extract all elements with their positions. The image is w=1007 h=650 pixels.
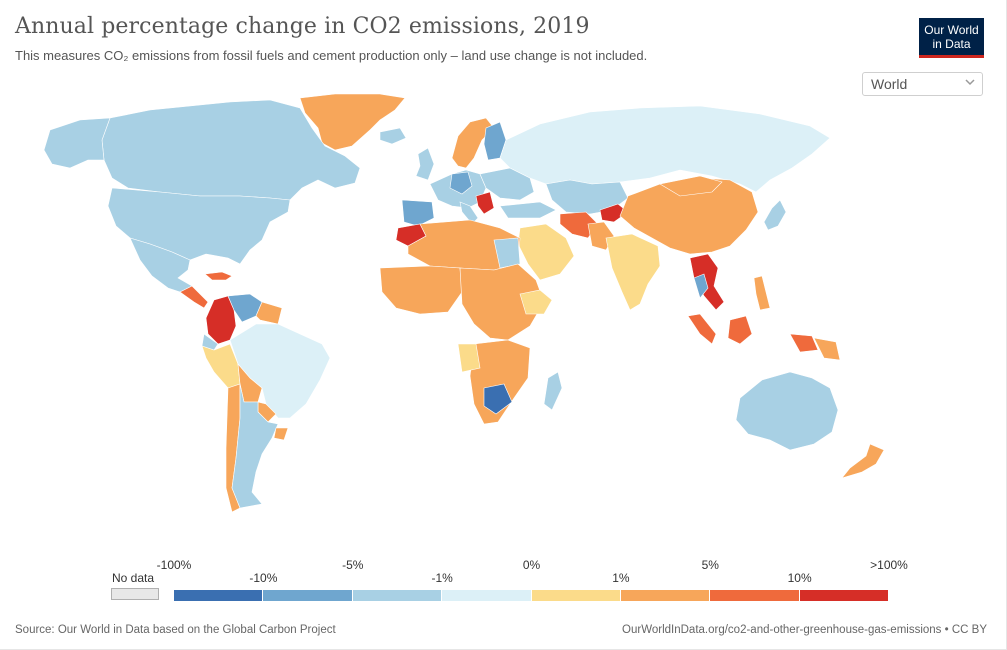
country-new-zealand[interactable] [841, 443, 885, 479]
legend-tick-label: -100% [156, 558, 192, 572]
legend-tick-label: >100% [870, 558, 908, 572]
legend-tick-label: -1% [431, 571, 453, 585]
country-madagascar[interactable] [543, 371, 563, 411]
country-zimbabwe[interactable] [483, 383, 513, 415]
region-guianas[interactable] [255, 301, 283, 325]
country-spain[interactable] [401, 199, 435, 227]
country-indonesia[interactable] [687, 313, 717, 345]
legend-tick-label: -10% [249, 571, 278, 585]
country-argentina[interactable] [231, 383, 279, 509]
legend-bin[interactable] [710, 590, 799, 601]
color-legend: No data -100% -5% 0% 5% >100% -10% -1% 1% 10% [0, 555, 1007, 605]
country-germany[interactable] [449, 171, 473, 195]
legend-bin[interactable] [352, 590, 442, 601]
country-indonesia-east[interactable] [789, 333, 819, 353]
region-selector[interactable]: World [862, 72, 983, 96]
country-png[interactable] [813, 337, 841, 361]
country-uruguay[interactable] [273, 427, 289, 441]
country-usa[interactable] [107, 187, 291, 265]
region-balkans[interactable] [475, 191, 495, 215]
legend-tick-label: 10% [787, 571, 812, 585]
country-india[interactable] [605, 233, 661, 311]
legend-tick-label: -5% [342, 558, 364, 572]
chart-title: Annual percentage change in CO2 emission… [15, 14, 590, 39]
region-southern-africa[interactable] [469, 339, 531, 425]
owid-logo[interactable]: Our World in Data [919, 18, 984, 58]
source-note: Source: Our World in Data based on the G… [15, 624, 336, 636]
country-philippines[interactable] [753, 275, 771, 311]
country-uk[interactable] [415, 147, 435, 181]
legend-tick-label: 5% [701, 558, 719, 572]
region-arabia[interactable] [517, 223, 575, 281]
logo-line-1: Our World [924, 23, 979, 37]
legend-bin[interactable] [620, 590, 710, 601]
country-indonesia-borneo[interactable] [727, 315, 753, 345]
region-central-america[interactable] [179, 285, 209, 309]
chart-subtitle: This measures CO₂ emissions from fossil … [15, 48, 648, 63]
country-iran[interactable] [559, 211, 599, 239]
country-canada[interactable] [101, 99, 361, 201]
country-greenland[interactable] [299, 93, 406, 151]
country-japan[interactable] [763, 199, 787, 231]
legend-tick-label: 0% [522, 558, 541, 572]
country-russia[interactable] [499, 105, 831, 193]
country-ethiopia[interactable] [519, 289, 553, 315]
region-selector-value: World [871, 76, 908, 92]
country-egypt[interactable] [493, 237, 521, 269]
logo-line-2: in Data [932, 37, 971, 51]
legend-bin[interactable] [531, 590, 620, 601]
world-map[interactable] [0, 88, 1007, 528]
source-url-link[interactable]: OurWorldInData.org/co2-and-other-greenho… [622, 624, 987, 636]
country-angola[interactable] [457, 343, 481, 373]
legend-bin[interactable] [799, 590, 888, 601]
region-west-africa[interactable] [379, 265, 463, 315]
country-australia[interactable] [735, 371, 839, 451]
region-caribbean[interactable] [204, 271, 233, 281]
legend-tick-label: 1% [612, 571, 630, 585]
legend-bin[interactable] [174, 590, 263, 601]
region-central-africa[interactable] [459, 263, 545, 341]
country-italy[interactable] [459, 201, 479, 225]
chevron-down-icon [965, 79, 975, 86]
country-iceland[interactable] [379, 127, 407, 145]
logo-accent-bar [919, 55, 984, 58]
legend-bin[interactable] [263, 590, 352, 601]
region-central-asia[interactable] [545, 179, 629, 215]
no-data-swatch[interactable] [111, 588, 159, 600]
legend-bin[interactable] [442, 590, 531, 601]
country-mongolia[interactable] [659, 175, 723, 197]
country-thailand[interactable] [693, 273, 709, 299]
country-turkey[interactable] [499, 201, 557, 219]
no-data-label: No data [112, 571, 155, 585]
country-mexico[interactable] [129, 237, 193, 293]
country-usa-alaska[interactable] [43, 117, 111, 169]
